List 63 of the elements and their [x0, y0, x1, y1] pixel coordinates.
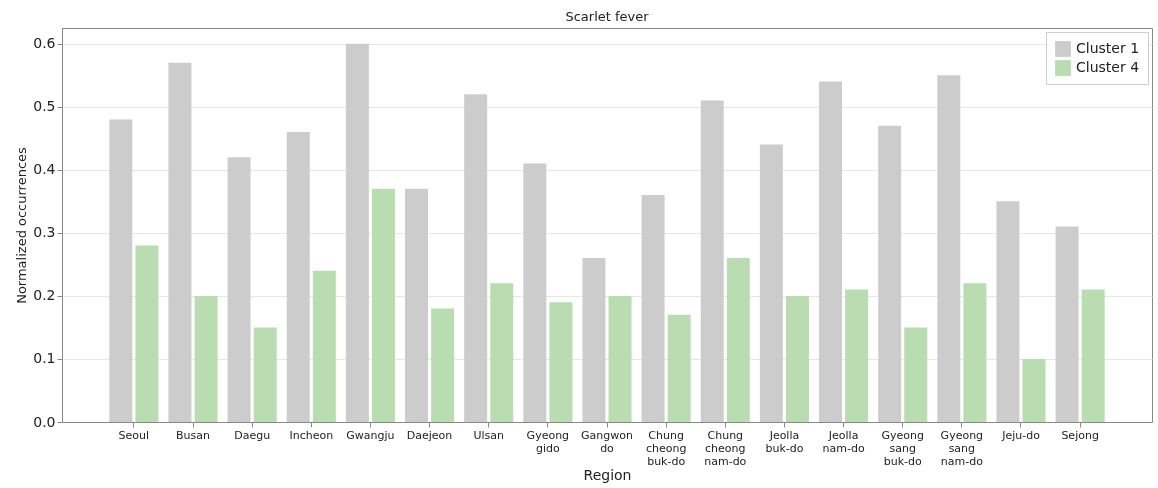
bar	[227, 157, 251, 422]
x-tick-label: Chung cheong nam-do	[704, 428, 747, 468]
legend-label: Cluster 1	[1076, 40, 1140, 56]
bar	[785, 295, 809, 422]
chart-title: Scarlet fever	[565, 9, 650, 24]
x-tick-label: Daegu	[234, 428, 271, 442]
bar	[405, 188, 429, 422]
bar	[667, 314, 691, 422]
y-tick-label: 0.1	[33, 350, 56, 367]
bar	[700, 100, 724, 422]
x-tick-label: Jeju-do	[1001, 428, 1041, 442]
bar	[135, 245, 159, 422]
x-tick-label: Chung cheong buk-do	[645, 428, 687, 468]
bar	[464, 94, 488, 422]
bar	[1022, 358, 1046, 422]
bar	[194, 295, 218, 422]
x-tick-label: Jeolla nam-do	[822, 428, 865, 455]
y-tick-label: 0.3	[33, 224, 56, 241]
x-tick-label: Gyeong gido	[526, 428, 570, 455]
x-tick-label: Ulsan	[473, 428, 505, 442]
bar	[963, 283, 987, 422]
bar	[1081, 289, 1105, 422]
x-tick-label: Gwangju	[346, 428, 395, 442]
bar	[523, 163, 547, 422]
bar	[819, 81, 842, 422]
bar	[904, 327, 928, 422]
x-tick-label: Gangwon do	[581, 428, 633, 455]
y-tick-label: 0.5	[33, 98, 56, 115]
bar	[490, 283, 514, 422]
y-tick-label: 0.4	[33, 161, 56, 178]
x-tick-label: Gyeong sang buk-do	[881, 428, 924, 468]
bar	[431, 308, 455, 422]
bar	[312, 270, 336, 422]
x-tick-label: Sejong	[1061, 428, 1099, 442]
y-tick-label: 0.0	[33, 413, 56, 430]
legend-label: Cluster 4	[1076, 59, 1140, 75]
bar	[759, 144, 783, 422]
x-axis-title: Region	[583, 466, 632, 483]
bar	[937, 75, 961, 422]
bar	[845, 289, 869, 422]
bar	[286, 132, 310, 422]
bar	[372, 188, 395, 422]
bar	[1055, 226, 1079, 422]
x-tick-label: Gyeong sang nam-do	[940, 428, 984, 468]
x-tick-label: Seoul	[118, 428, 150, 442]
y-tick-label: 0.6	[33, 35, 56, 52]
bar	[582, 258, 606, 422]
bar	[345, 43, 369, 422]
bar	[253, 327, 277, 422]
x-tick-label: Daejeon	[406, 428, 453, 442]
bar	[641, 195, 665, 422]
x-tick-label: Incheon	[289, 428, 334, 442]
y-tick-label: 0.2	[33, 287, 56, 304]
bar	[996, 201, 1020, 422]
x-tick-label: Jeolla buk-do	[765, 428, 804, 455]
y-axis-title: Normalized occurrences	[14, 146, 30, 304]
bar	[109, 119, 133, 422]
bar	[168, 62, 192, 422]
bar	[608, 295, 632, 422]
bar	[549, 302, 573, 422]
x-tick-label: Busan	[176, 428, 211, 442]
bar	[878, 125, 902, 422]
bar	[726, 258, 750, 422]
